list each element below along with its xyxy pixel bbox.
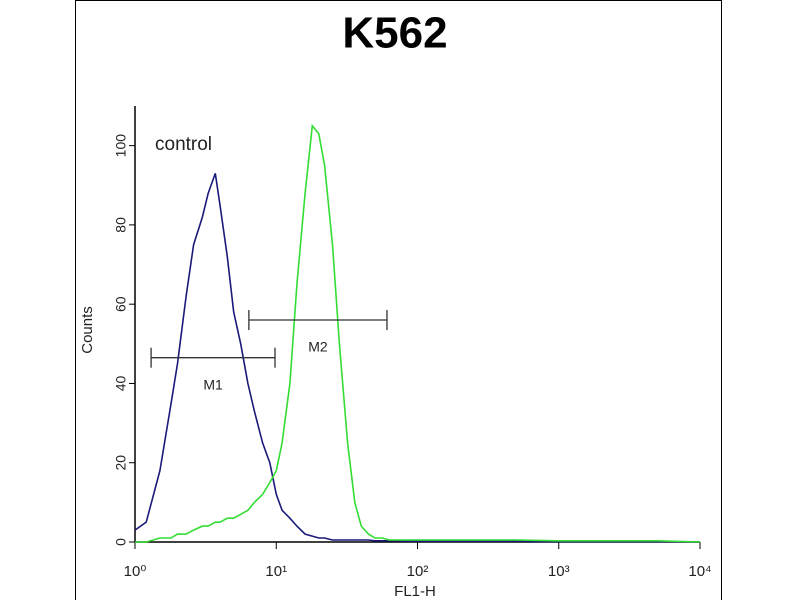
x-tick-label: 10⁰ — [124, 563, 147, 580]
x-tick-label: 10³ — [548, 563, 570, 580]
x-tick-label: 10² — [407, 563, 429, 580]
y-tick-label: 80 — [113, 217, 129, 233]
frame — [75, 0, 722, 600]
y-tick-label: 100 — [113, 134, 129, 158]
y-tick-label: 60 — [113, 296, 129, 312]
marker-label: M1 — [203, 376, 223, 392]
x-tick-label: 10¹ — [265, 563, 287, 580]
legend-label: control — [155, 134, 212, 155]
chart-title: K562 — [342, 9, 447, 58]
x-axis-label: FL1-H — [394, 583, 436, 600]
y-tick-label: 0 — [113, 538, 129, 546]
y-axis-label: Counts — [79, 306, 96, 354]
y-tick-label: 40 — [113, 375, 129, 391]
series-line — [135, 123, 701, 543]
marker-label: M2 — [308, 339, 328, 355]
y-tick-label: 20 — [113, 455, 129, 471]
x-tick-label: 10⁴ — [688, 563, 711, 580]
